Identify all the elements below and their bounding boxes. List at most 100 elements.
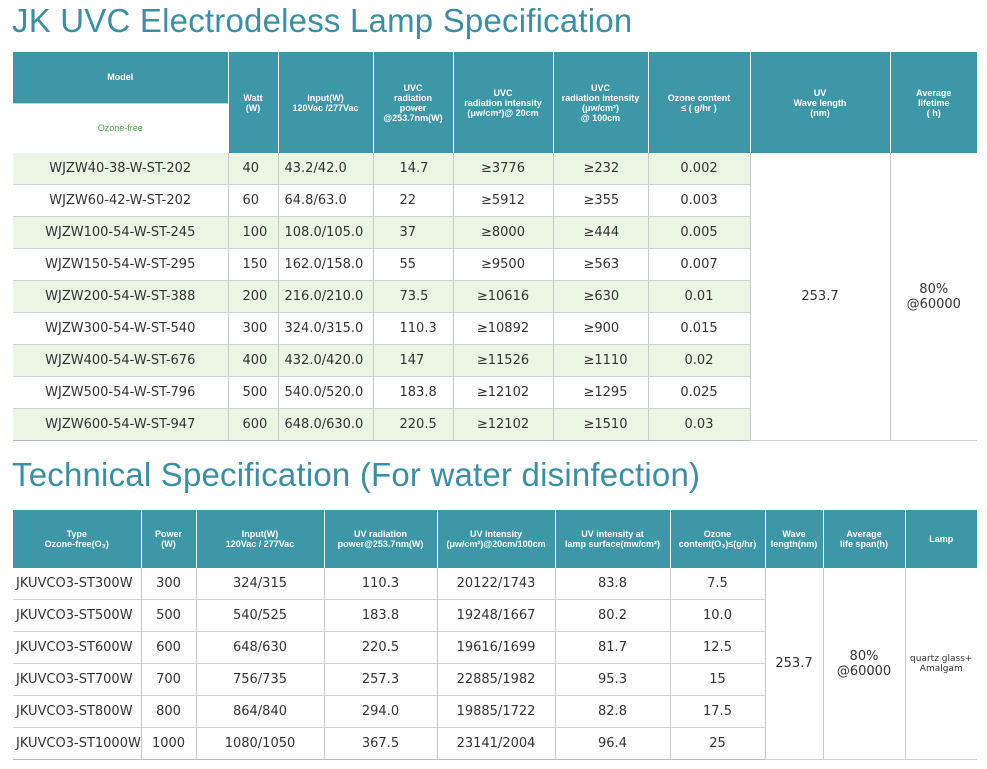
uv-intensity-cell: 19248/1667 xyxy=(437,599,556,632)
header-uvc-power: UVC radiation power @253.7nm(W) xyxy=(373,52,454,153)
model-cell: WJZW500-54-W-ST-796 xyxy=(13,376,229,409)
table-row: WJZW200-54-W-ST-388 200 216.0/210.0 73.5 ≥10… xyxy=(13,280,977,313)
ozone-cell: 0.015 xyxy=(648,312,751,345)
header-wavelength-label: UV Wave length (nm) xyxy=(793,87,847,118)
input-cell: 540/525 xyxy=(196,599,325,632)
intensity-20cm-cell: ≥11526 xyxy=(453,344,554,377)
model-cell: WJZW200-54-W-ST-388 xyxy=(13,280,229,313)
watt-cell: 200 xyxy=(228,280,279,313)
intensity-100cm-cell: ≥630 xyxy=(553,280,649,313)
header-intensity-20cm: UVC radiation intensity (μw/cm²)@ 20cm xyxy=(453,52,554,153)
ozone-cell: 0.003 xyxy=(648,184,751,217)
input-cell: 648/630 xyxy=(196,631,325,664)
power-cell: 37 xyxy=(373,216,454,249)
wavelength-cell: 253.7 xyxy=(750,153,891,441)
uv-intensity-cell: 23141/2004 xyxy=(437,727,556,760)
header-uv-intensity-label: UV intensity (μw/cm²)@20cm/100cm xyxy=(446,529,546,549)
header-intensity-100cm: UVC radiation intensity (μw/cm²) @ 100cm xyxy=(553,52,649,153)
lamp-cell: quartz glass+ Amalgam xyxy=(905,568,977,760)
wavelength-cell: 253.7 xyxy=(765,568,824,760)
lifetime-cell: 80% @60000 xyxy=(890,153,977,441)
model-cell: WJZW40-38-W-ST-202 xyxy=(13,153,229,185)
header-watt: Watt (W) xyxy=(228,52,279,153)
type-cell: JKUVCO3-ST1000W xyxy=(13,727,142,760)
uv-power-cell: 183.8 xyxy=(324,599,438,632)
header-type-label: Type Ozone-free(O₃) xyxy=(44,529,109,549)
table-row: WJZW150-54-W-ST-295 150 162.0/158.0 55 ≥9500… xyxy=(13,248,977,281)
power-cell: 220.5 xyxy=(373,408,454,441)
model-cell: WJZW150-54-W-ST-295 xyxy=(13,248,229,281)
input-cell: 324/315 xyxy=(196,568,325,600)
intensity-100cm-cell: ≥900 xyxy=(553,312,649,345)
input-cell: 864/840 xyxy=(196,695,325,728)
header-lifetime: Average lifetime ( h) xyxy=(890,52,977,153)
header-input2-label: Input(W) 120Vac / 277Vac xyxy=(225,529,295,549)
model-cell: WJZW400-54-W-ST-676 xyxy=(13,344,229,377)
header-life-label: Average life span(h) xyxy=(839,529,888,549)
intensity-20cm-cell: ≥5912 xyxy=(453,184,554,217)
type-cell: JKUVCO3-ST800W xyxy=(13,695,142,728)
header-ozone2-label: Ozone content(O₃)≤(g/hr) xyxy=(678,529,757,549)
header-lamp: Lamp xyxy=(905,510,977,568)
water-disinfection-table: Type Ozone-free(O₃) Power (W) Input(W) 1… xyxy=(13,510,977,760)
type-cell: JKUVCO3-ST300W xyxy=(13,568,142,600)
intensity-100cm-cell: ≥355 xyxy=(553,184,649,217)
header-power-label: Power (W) xyxy=(154,529,182,549)
input-cell: 162.0/158.0 xyxy=(278,248,374,281)
ozone-cell: 0.002 xyxy=(648,153,751,185)
input-cell: 43.2/42.0 xyxy=(278,153,374,185)
table-row: JKUVCO3-ST800W 800 864/840 294.0 19885/1722 8… xyxy=(13,695,977,728)
ozone-cell: 10.0 xyxy=(670,599,766,632)
watt-cell: 100 xyxy=(228,216,279,249)
watt-cell: 500 xyxy=(228,376,279,409)
table-row: JKUVCO3-ST700W 700 756/735 257.3 22885/1982 9… xyxy=(13,663,977,696)
ozone-cell: 12.5 xyxy=(670,631,766,664)
model-cell: WJZW300-54-W-ST-540 xyxy=(13,312,229,345)
surface-intensity-cell: 80.2 xyxy=(555,599,671,632)
table-row: JKUVCO3-ST1000W 1000 1080/1050 367.5 23141/2… xyxy=(13,727,977,760)
input-cell: 324.0/315.0 xyxy=(278,312,374,345)
input-cell: 648.0/630.0 xyxy=(278,408,374,441)
power-cell: 183.8 xyxy=(373,376,454,409)
intensity-20cm-cell: ≥3776 xyxy=(453,153,554,185)
header-input: Input(W) 120Vac /277Vac xyxy=(278,52,374,153)
table-row: WJZW60-42-W-ST-202 60 64.8/63.0 22 ≥5912 ≥355… xyxy=(13,184,977,217)
uv-power-cell: 294.0 xyxy=(324,695,438,728)
model-cell: WJZW600-54-W-ST-947 xyxy=(13,408,229,441)
header-wavelength: UV Wave length (nm) xyxy=(750,52,891,153)
table-row: WJZW400-54-W-ST-676 400 432.0/420.0 147 ≥115… xyxy=(13,344,977,377)
uv-power-cell: 367.5 xyxy=(324,727,438,760)
header-ozone-label: Ozone content ≤ ( g/hr ) xyxy=(667,92,731,113)
header-input2: Input(W) 120Vac / 277Vac xyxy=(196,510,325,568)
intensity-20cm-cell: ≥10892 xyxy=(453,312,554,345)
table-row: JKUVCO3-ST600W 600 648/630 220.5 19616/1699 8… xyxy=(13,631,977,664)
intensity-100cm-cell: ≥1295 xyxy=(553,376,649,409)
type-cell: JKUVCO3-ST500W xyxy=(13,599,142,632)
input-cell: 756/735 xyxy=(196,663,325,696)
header-type: Type Ozone-free(O₃) xyxy=(13,510,142,568)
header-ozone: Ozone content ≤ ( g/hr ) xyxy=(648,52,751,153)
power-cell: 73.5 xyxy=(373,280,454,313)
uv-intensity-cell: 19616/1699 xyxy=(437,631,556,664)
header-life: Average life span(h) xyxy=(823,510,906,568)
header-input-label: Input(W) 120Vac /277Vac xyxy=(292,92,359,113)
lifespan-cell: 80% @60000 xyxy=(823,568,906,760)
type-cell: JKUVCO3-ST700W xyxy=(13,663,142,696)
power-cell: 110.3 xyxy=(373,312,454,345)
ozone-cell: 0.03 xyxy=(648,408,751,441)
ozone-cell: 17.5 xyxy=(670,695,766,728)
uv-intensity-cell: 20122/1743 xyxy=(437,568,556,600)
surface-intensity-cell: 83.8 xyxy=(555,568,671,600)
ozone-cell: 0.025 xyxy=(648,376,751,409)
ozone-cell: 0.005 xyxy=(648,216,751,249)
header-uvc-power-label: UVC radiation power @253.7nm(W) xyxy=(383,82,443,123)
watt-cell: 60 xyxy=(228,184,279,217)
input-cell: 1080/1050 xyxy=(196,727,325,760)
uv-power-cell: 220.5 xyxy=(324,631,438,664)
table-row: WJZW600-54-W-ST-947 600 648.0/630.0 220.5 ≥1… xyxy=(13,408,977,441)
input-cell: 540.0/520.0 xyxy=(278,376,374,409)
intensity-100cm-cell: ≥444 xyxy=(553,216,649,249)
intensity-20cm-cell: ≥12102 xyxy=(453,376,554,409)
section-title: Technical Specification (For water disin… xyxy=(12,456,701,493)
intensity-20cm-cell: ≥10616 xyxy=(453,280,554,313)
